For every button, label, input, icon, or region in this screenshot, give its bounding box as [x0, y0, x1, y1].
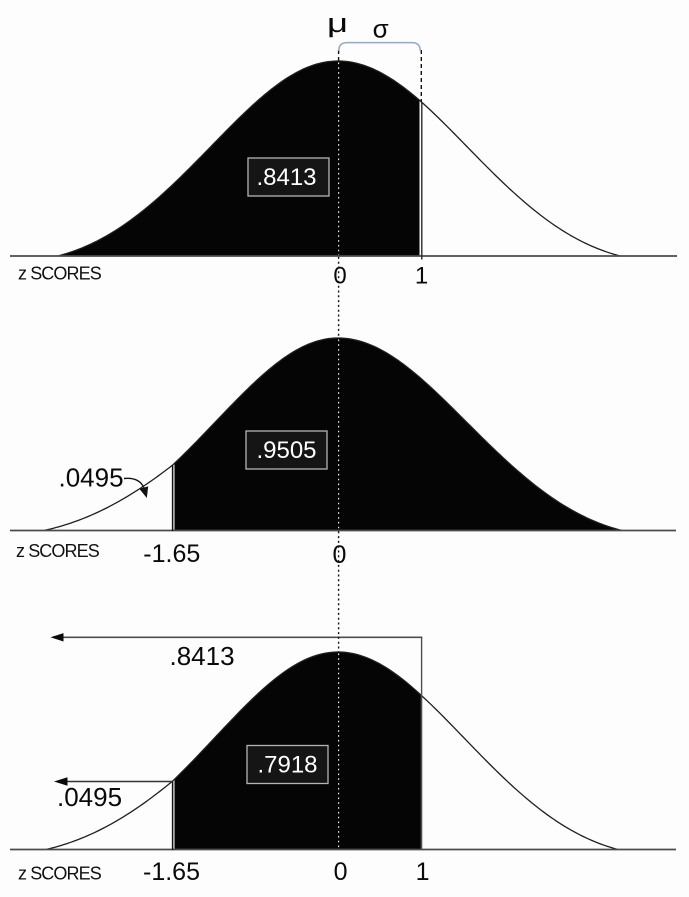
svg-text:1: 1	[415, 263, 428, 290]
svg-text:z SCORES: z SCORES	[18, 264, 102, 284]
svg-text:.0495: .0495	[59, 463, 124, 493]
svg-text:0: 0	[334, 858, 348, 886]
svg-text:z SCORES: z SCORES	[16, 541, 100, 561]
svg-text:-1.65: -1.65	[143, 540, 200, 568]
svg-text:.8413: .8413	[256, 164, 316, 191]
svg-text:0: 0	[333, 263, 346, 290]
svg-text:-1.65: -1.65	[143, 858, 200, 886]
svg-text:.0495: .0495	[57, 782, 122, 812]
svg-text:z SCORES: z SCORES	[18, 864, 102, 884]
svg-text:σ: σ	[373, 14, 389, 44]
svg-text:1: 1	[416, 858, 430, 886]
svg-text:.8413: .8413	[170, 641, 235, 671]
svg-text:.9505: .9505	[256, 437, 316, 464]
svg-text:.7918: .7918	[257, 752, 317, 779]
svg-text:μ: μ	[327, 8, 348, 38]
svg-text:0: 0	[333, 541, 347, 569]
